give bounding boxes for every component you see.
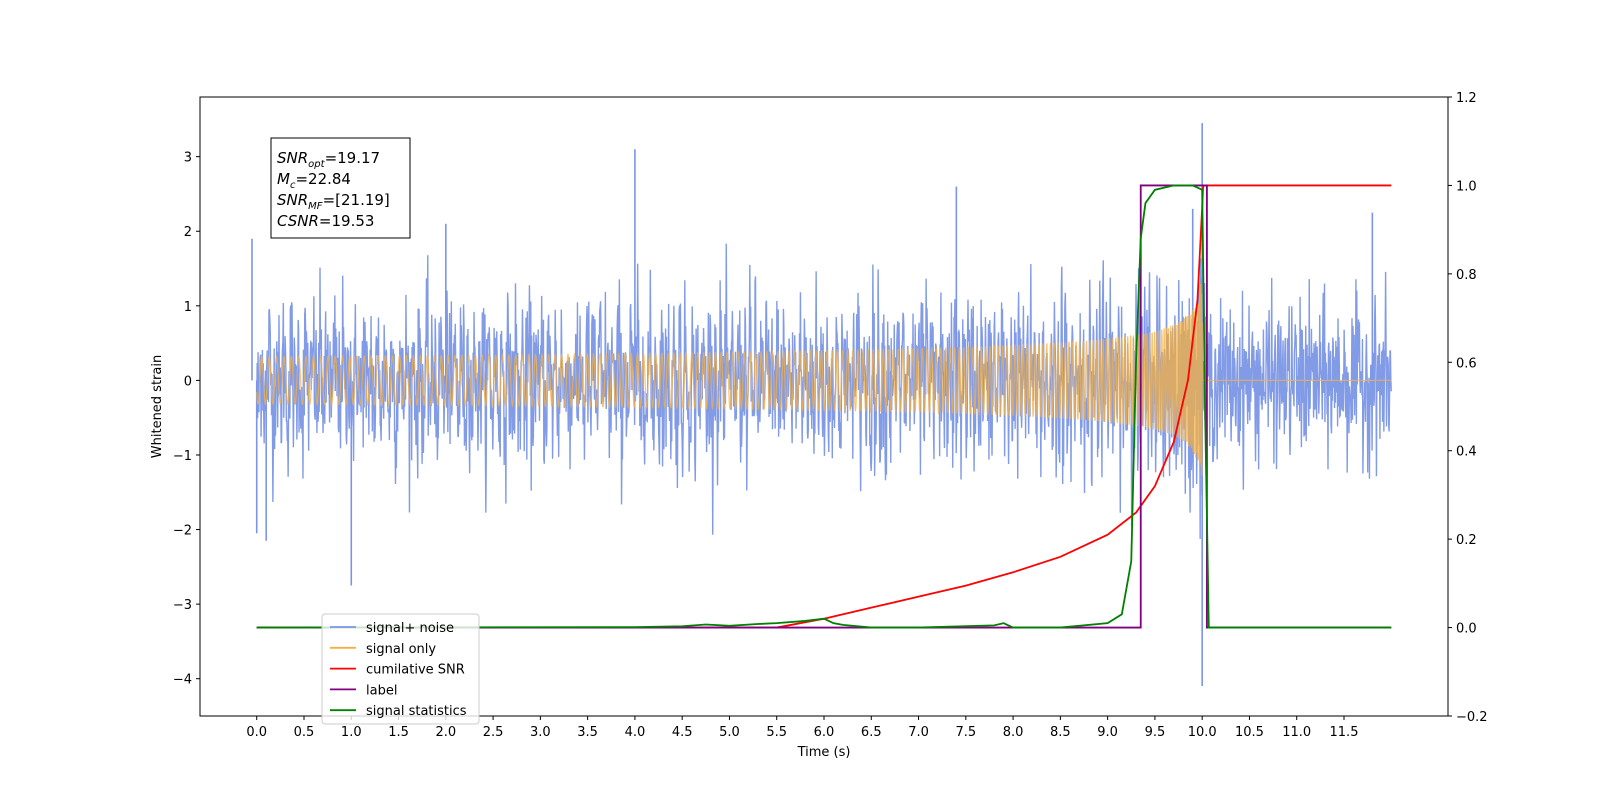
legend-label: cumilative SNR (366, 663, 465, 678)
annotation-csnr: CSNR=19.53 (277, 212, 374, 230)
x-tick-label: 0.0 (246, 725, 267, 740)
x-axis-label: Time (s) (797, 745, 851, 760)
y-left-tick-label: −2 (173, 524, 192, 539)
plot-area (251, 123, 1392, 687)
series-signal-noise (256, 243, 1392, 540)
annotation-snr-mf: SNRMF=[21.19] (277, 191, 390, 212)
x-tick-label: 7.0 (908, 725, 929, 740)
y-left-tick-label: 0 (184, 374, 192, 389)
annotation-snr-opt: SNRopt=19.17 (277, 149, 380, 170)
legend-frame (321, 613, 480, 725)
annotation-box: SNRopt=19.17Mc=22.84SNRMF=[21.19]CSNR=19… (270, 137, 411, 239)
y-right-tick-label: 1.0 (1456, 179, 1477, 194)
annotation-mc: Mc=22.84 (277, 170, 351, 191)
x-tick-label: 8.5 (1050, 725, 1071, 740)
x-tick-label: 9.0 (1097, 725, 1118, 740)
y-right-tick-label: 0.2 (1456, 533, 1477, 548)
y-right-tick-label: 1.2 (1456, 91, 1477, 106)
x-tick-label: 4.0 (625, 725, 646, 740)
x-tick-label: 1.5 (388, 725, 409, 740)
x-tick-label: 2.0 (435, 725, 456, 740)
x-tick-label: 4.5 (672, 725, 693, 740)
x-tick-label: 3.5 (577, 725, 598, 740)
y-left-tick-label: −4 (173, 673, 192, 688)
y-right-tick-label: 0.8 (1456, 268, 1477, 283)
y-left-tick-label: 2 (184, 225, 192, 240)
x-tick-label: 11.5 (1330, 725, 1359, 740)
legend-label: signal only (366, 642, 436, 657)
x-tick-label: 10.0 (1188, 725, 1217, 740)
series-cumulative-snr (256, 184, 1392, 629)
x-tick-label: 8.0 (1003, 725, 1024, 740)
legend-label: signal+ noise (366, 621, 454, 636)
y-left-tick-label: −3 (173, 598, 192, 613)
series-signal-only (256, 284, 1392, 476)
x-tick-label: 5.5 (766, 725, 787, 740)
y-axis-label: Whitened strain (150, 355, 165, 458)
annotation-frame (270, 137, 411, 239)
legend-label: label (366, 683, 397, 698)
x-tick-label: 5.0 (719, 725, 740, 740)
x-tick-label: 3.0 (530, 725, 551, 740)
legend-label: signal statistics (366, 704, 467, 719)
x-tick-label: 0.5 (294, 725, 315, 740)
y-right-tick-label: 0.6 (1456, 356, 1477, 371)
y-left-tick-label: 3 (184, 151, 192, 166)
x-tick-label: 9.5 (1145, 725, 1166, 740)
y-right-tick-label: −0.2 (1456, 710, 1488, 725)
x-tick-label: 1.0 (341, 725, 362, 740)
y-left-tick-label: 1 (184, 300, 192, 315)
y-left-tick-label: −1 (173, 449, 192, 464)
series-signal-statistics (256, 184, 1392, 629)
x-tick-label: 6.5 (861, 725, 882, 740)
x-tick-label: 11.0 (1282, 725, 1311, 740)
x-tick-label: 6.0 (814, 725, 835, 740)
y-right-tick-label: 0.0 (1456, 622, 1477, 637)
x-tick-label: 10.5 (1235, 725, 1264, 740)
x-tick-label: 7.5 (955, 725, 976, 740)
y-right-tick-label: 0.4 (1456, 445, 1477, 460)
legend: signal+ noise signal only cumilative SNR la… (321, 613, 480, 725)
x-tick-label: 2.5 (483, 725, 504, 740)
